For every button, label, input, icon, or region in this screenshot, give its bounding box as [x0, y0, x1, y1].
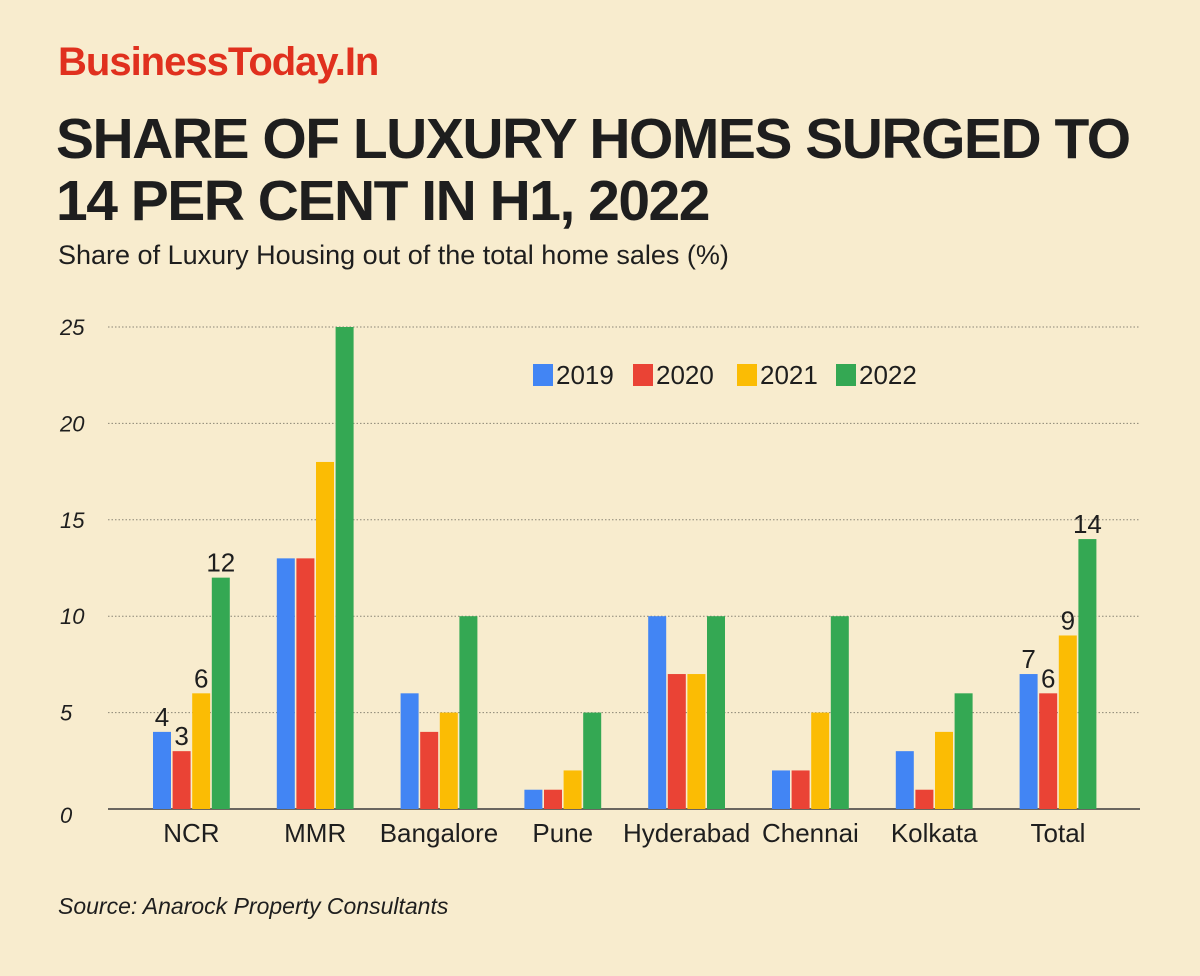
bar-bangalore-2019 [400, 693, 419, 809]
bar-chennai-2020 [791, 770, 810, 809]
bar-hyderabad-2021 [687, 674, 706, 809]
x-tick-label: Bangalore [380, 818, 499, 848]
bar-pune-2021 [563, 770, 582, 809]
y-tick-label: 15 [60, 508, 85, 533]
data-label: 9 [1061, 605, 1075, 635]
bar-bangalore-2022 [459, 616, 478, 809]
bar-chennai-2022 [830, 616, 849, 809]
bar-total-2022 [1078, 539, 1097, 809]
legend: 2019 2020 2021 2022 [533, 360, 917, 390]
bar-mmr-2019 [276, 558, 295, 809]
x-axis-categories: NCR MMR Bangalore Pune Hyderabad Chennai Kolka… [163, 818, 1085, 848]
source-note: Source: Anarock Property Consultants [58, 893, 449, 919]
x-tick-label: Kolkata [891, 818, 978, 848]
y-tick-label: 10 [60, 604, 85, 629]
data-label: 7 [1021, 644, 1035, 674]
bar-mmr-2021 [316, 461, 334, 809]
legend-label-2020: 2020 [656, 360, 714, 390]
bar-kolkata-2020 [915, 789, 934, 809]
bar-chennai-2019 [772, 770, 790, 809]
data-label: 14 [1073, 509, 1102, 539]
chart-subtitle: Share of Luxury Housing out of the total… [58, 240, 729, 270]
bar-bangalore-2020 [420, 731, 439, 809]
bar-kolkata-2022 [954, 693, 973, 809]
legend-swatch-2020 [633, 364, 653, 386]
y-tick-label: 20 [59, 411, 85, 436]
bar-total-2021 [1058, 635, 1077, 809]
data-label: 12 [206, 548, 235, 578]
x-tick-label: Pune [532, 818, 593, 848]
x-tick-label: MMR [284, 818, 346, 848]
legend-label-2021: 2021 [760, 360, 818, 390]
bar-pune-2022 [583, 712, 602, 809]
bar-chennai-2021 [811, 712, 830, 809]
legend-label-2019: 2019 [556, 360, 614, 390]
brand-logo: BusinessToday.In [58, 40, 379, 84]
y-tick-label: 5 [60, 701, 73, 726]
x-tick-label: Hyderabad [623, 818, 750, 848]
x-tick-label: Total [1031, 818, 1086, 848]
x-tick-label: NCR [163, 818, 219, 848]
bar-hyderabad-2022 [707, 616, 725, 809]
bar-ncr-2020 [172, 751, 191, 809]
bar-mmr-2020 [296, 558, 315, 809]
bar-pune-2020 [544, 789, 562, 809]
bar-hyderabad-2020 [667, 674, 686, 809]
grid-lines [108, 326, 1140, 810]
bar-ncr-2019 [153, 731, 171, 809]
y-tick-label: 0 [60, 803, 73, 828]
bar-bangalore-2021 [439, 712, 458, 809]
legend-swatch-2019 [533, 364, 553, 386]
x-tick-label: Chennai [762, 818, 859, 848]
bar-ncr-2021 [192, 693, 211, 809]
bar-kolkata-2019 [895, 751, 914, 809]
bar-total-2020 [1039, 693, 1058, 809]
bar-kolkata-2021 [935, 731, 953, 809]
legend-swatch-2021 [737, 364, 757, 386]
bar-hyderabad-2019 [648, 616, 667, 809]
bar-ncr-2022 [211, 577, 230, 809]
bar-mmr-2022 [335, 327, 354, 809]
data-label: 3 [174, 721, 188, 751]
y-tick-label: 25 [59, 315, 85, 340]
data-label: 6 [1041, 663, 1055, 693]
bar-total-2019 [1019, 674, 1038, 809]
legend-label-2022: 2022 [859, 360, 917, 390]
data-label: 4 [155, 702, 169, 732]
bar-pune-2019 [524, 789, 543, 809]
data-label: 6 [194, 663, 208, 693]
headline: SHARE OF LUXURY HOMES SURGED TO 14 PER C… [56, 107, 1131, 233]
legend-swatch-2022 [836, 364, 856, 386]
bars [153, 327, 1097, 809]
y-axis-ticks: 0 5 10 15 20 25 [59, 315, 85, 828]
